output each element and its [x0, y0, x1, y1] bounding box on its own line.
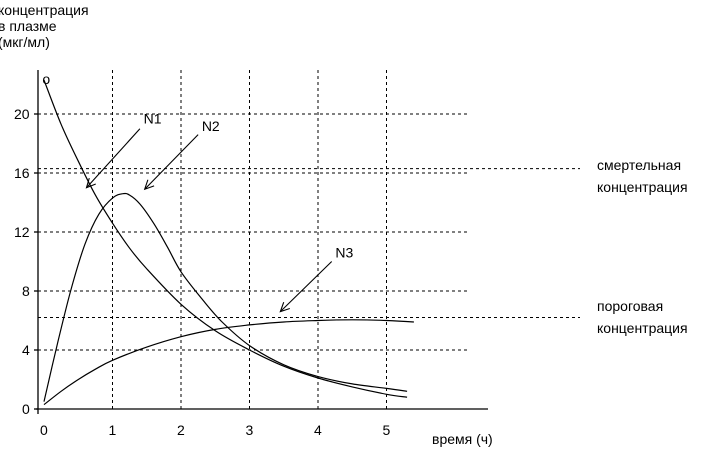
series-label-n2: N2: [202, 118, 220, 134]
series-labels: N1 N2 N3 o: [42, 71, 353, 261]
series-line-n3: [43, 319, 414, 406]
y-tick-label: 12: [14, 224, 30, 240]
threshold-label-line-1: пороговая: [597, 298, 663, 314]
x-axis-label: время (ч): [432, 431, 493, 447]
y-tick-label: 16: [14, 165, 30, 181]
x-tick-label: 5: [383, 422, 391, 438]
series-label-n1: N1: [144, 110, 162, 126]
y-tick-label: 4: [22, 342, 30, 358]
start-point-marker: o: [42, 71, 50, 87]
grid: [38, 70, 468, 409]
y-axis-label-line-1: концентрация: [0, 2, 89, 18]
y-tick-label: 8: [22, 283, 30, 299]
reference-lines: [38, 168, 580, 319]
series-label-n3: N3: [335, 245, 353, 261]
x-tick-label: 4: [314, 422, 322, 438]
lethal-label-line-1: смертельная: [597, 157, 681, 173]
series-arrows: [85, 128, 333, 313]
x-tick-label: 1: [109, 422, 117, 438]
y-tick-label: 0: [22, 401, 30, 417]
arrowhead-n1: [85, 178, 96, 189]
y-tick-label: 20: [14, 106, 30, 122]
arrow-n2: [144, 134, 199, 190]
y-axis-label-line-3: (мкг/мл): [0, 34, 50, 50]
series-curves: [43, 79, 414, 406]
arrowhead-n2: [143, 179, 155, 191]
y-axis-label-line-2: в плазме: [0, 18, 57, 34]
arrowhead-n3: [279, 302, 290, 313]
x-tick-label: 0: [40, 422, 48, 438]
axes: [36, 70, 488, 414]
arrow-n3: [279, 261, 333, 313]
x-tick-label: 2: [177, 422, 185, 438]
series-line-n2: [43, 192, 408, 402]
lethal-label-line-2: концентрация: [597, 179, 688, 195]
x-tick-label: 3: [246, 422, 254, 438]
threshold-label-line-2: концентрация: [597, 320, 688, 336]
series-line-n1: [43, 79, 408, 398]
arrow-n1: [86, 128, 141, 189]
